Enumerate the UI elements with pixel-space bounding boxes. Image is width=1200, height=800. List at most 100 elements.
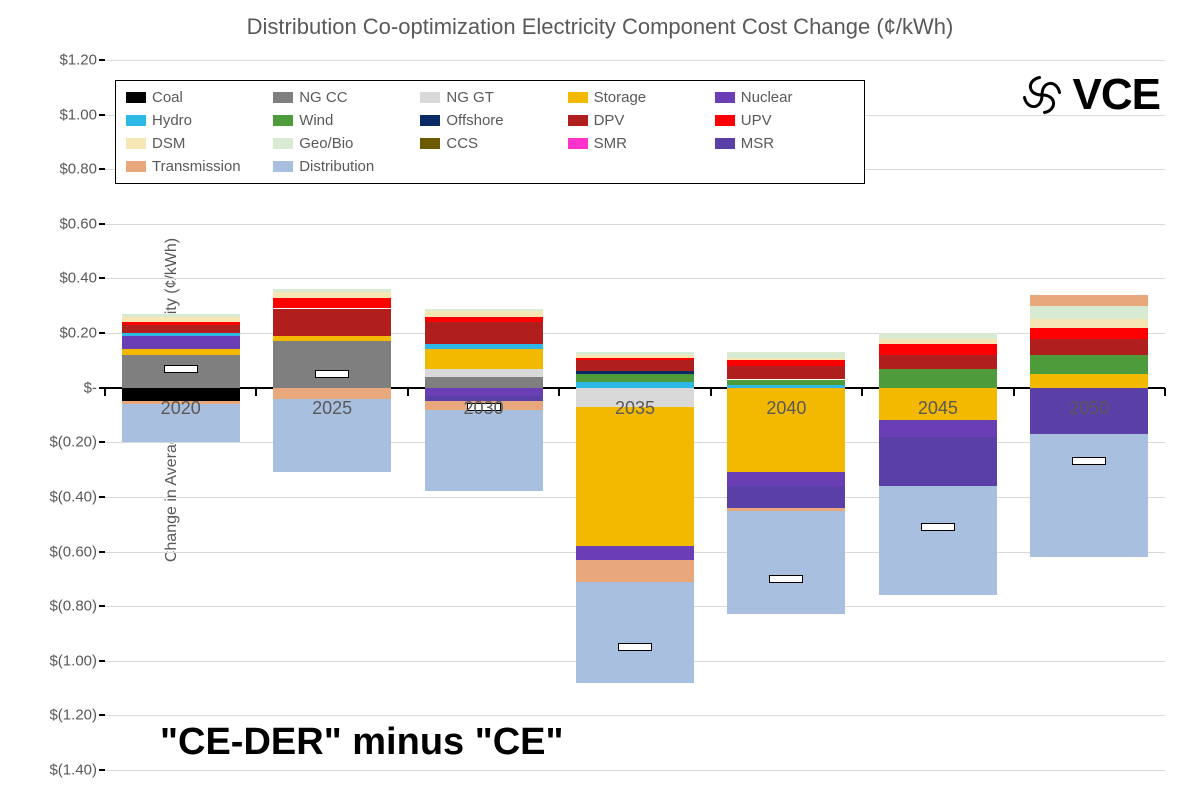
- legend-item-offshore: Offshore: [420, 112, 559, 129]
- legend-label: DSM: [152, 135, 185, 152]
- swatch-icon: [420, 138, 440, 149]
- seg-dsm: [1030, 319, 1148, 327]
- legend-item-wind: Wind: [273, 112, 412, 129]
- legend-item-storage: Storage: [568, 89, 707, 106]
- legend-item-smr: SMR: [568, 135, 707, 152]
- net-marker: [921, 523, 955, 531]
- seg-distribution: [1030, 434, 1148, 557]
- x-tick-mark: [861, 388, 863, 396]
- y-tick-label: $(0.40): [49, 488, 105, 505]
- seg-geobio: [273, 289, 391, 292]
- seg-msr: [879, 437, 997, 486]
- legend-label: Offshore: [446, 112, 503, 129]
- legend-item-msr: MSR: [715, 135, 854, 152]
- swatch-icon: [715, 92, 735, 103]
- swatch-icon: [715, 115, 735, 126]
- legend-item-transmission: Transmission: [126, 158, 265, 175]
- seg-upv: [879, 344, 997, 355]
- y-tick-mark: [99, 496, 105, 498]
- y-tick-mark: [99, 660, 105, 662]
- seg-wind: [576, 374, 694, 382]
- x-label: 2040: [766, 398, 806, 419]
- legend-item-distribution: Distribution: [273, 158, 412, 175]
- seg-storage: [122, 349, 240, 354]
- seg-ngcc: [425, 377, 543, 388]
- seg-upv: [425, 317, 543, 322]
- x-label: 2050: [1069, 398, 1109, 419]
- seg-geobio: [122, 314, 240, 317]
- net-marker: [618, 643, 652, 651]
- seg-dpv: [122, 325, 240, 333]
- swatch-icon: [568, 115, 588, 126]
- y-tick-mark: [99, 223, 105, 225]
- legend-item-nuclear: Nuclear: [715, 89, 854, 106]
- seg-upv: [122, 322, 240, 325]
- swatch-icon: [273, 115, 293, 126]
- seg-offshore: [576, 371, 694, 374]
- seg-upv: [1030, 328, 1148, 339]
- seg-distribution: [576, 582, 694, 683]
- x-tick-mark: [1013, 388, 1015, 396]
- seg-hydro: [727, 385, 845, 388]
- legend-label: Storage: [594, 89, 647, 106]
- y-tick-label: $(1.40): [49, 762, 105, 779]
- y-tick-mark: [99, 332, 105, 334]
- seg-transmission: [1030, 295, 1148, 306]
- legend-label: NG CC: [299, 89, 347, 106]
- y-tick-mark: [99, 441, 105, 443]
- gridline: [105, 770, 1165, 771]
- seg-geobio: [1030, 306, 1148, 320]
- y-tick-label: $(0.20): [49, 434, 105, 451]
- y-tick-label: $(0.80): [49, 598, 105, 615]
- seg-ngcc: [273, 341, 391, 387]
- net-marker: [769, 575, 803, 583]
- seg-nuclear: [576, 546, 694, 560]
- legend-label: Geo/Bio: [299, 135, 353, 152]
- seg-wind: [879, 369, 997, 388]
- seg-dsm: [425, 311, 543, 316]
- x-tick-mark: [710, 388, 712, 396]
- legend-label: SMR: [594, 135, 627, 152]
- seg-wind: [727, 380, 845, 385]
- seg-msr: [727, 486, 845, 508]
- seg-wind: [1030, 355, 1148, 374]
- seg-distribution: [425, 410, 543, 492]
- legend-label: Transmission: [152, 158, 241, 175]
- swatch-icon: [126, 115, 146, 126]
- seg-storage: [273, 336, 391, 341]
- y-tick-mark: [99, 168, 105, 170]
- legend-label: Nuclear: [741, 89, 793, 106]
- legend-label: Distribution: [299, 158, 374, 175]
- legend-label: Coal: [152, 89, 183, 106]
- swatch-icon: [273, 138, 293, 149]
- seg-storage: [1030, 374, 1148, 388]
- seg-geobio: [576, 352, 694, 355]
- y-tick-mark: [99, 714, 105, 716]
- legend-label: Wind: [299, 112, 333, 129]
- y-tick-mark: [99, 769, 105, 771]
- legend-label: Hydro: [152, 112, 192, 129]
- seg-hydro: [576, 382, 694, 387]
- x-tick-mark: [407, 388, 409, 396]
- legend-label: DPV: [594, 112, 625, 129]
- legend-item-ccs: CCS: [420, 135, 559, 152]
- legend-item-upv: UPV: [715, 112, 854, 129]
- seg-dsm: [727, 358, 845, 361]
- seg-storage: [576, 407, 694, 546]
- legend-label: MSR: [741, 135, 774, 152]
- x-label: 2035: [615, 398, 655, 419]
- swatch-icon: [568, 138, 588, 149]
- seg-storage: [425, 349, 543, 368]
- seg-upv: [576, 358, 694, 361]
- x-label: 2045: [918, 398, 958, 419]
- legend-item-nggt: NG GT: [420, 89, 559, 106]
- seg-dpv: [1030, 339, 1148, 355]
- y-tick-mark: [99, 551, 105, 553]
- annotation: "CE-DER" minus "CE": [160, 721, 564, 764]
- x-label: 2025: [312, 398, 352, 419]
- seg-dsm: [273, 292, 391, 297]
- seg-hydro: [425, 344, 543, 349]
- seg-dpv: [576, 360, 694, 371]
- legend-label: UPV: [741, 112, 772, 129]
- swatch-icon: [420, 92, 440, 103]
